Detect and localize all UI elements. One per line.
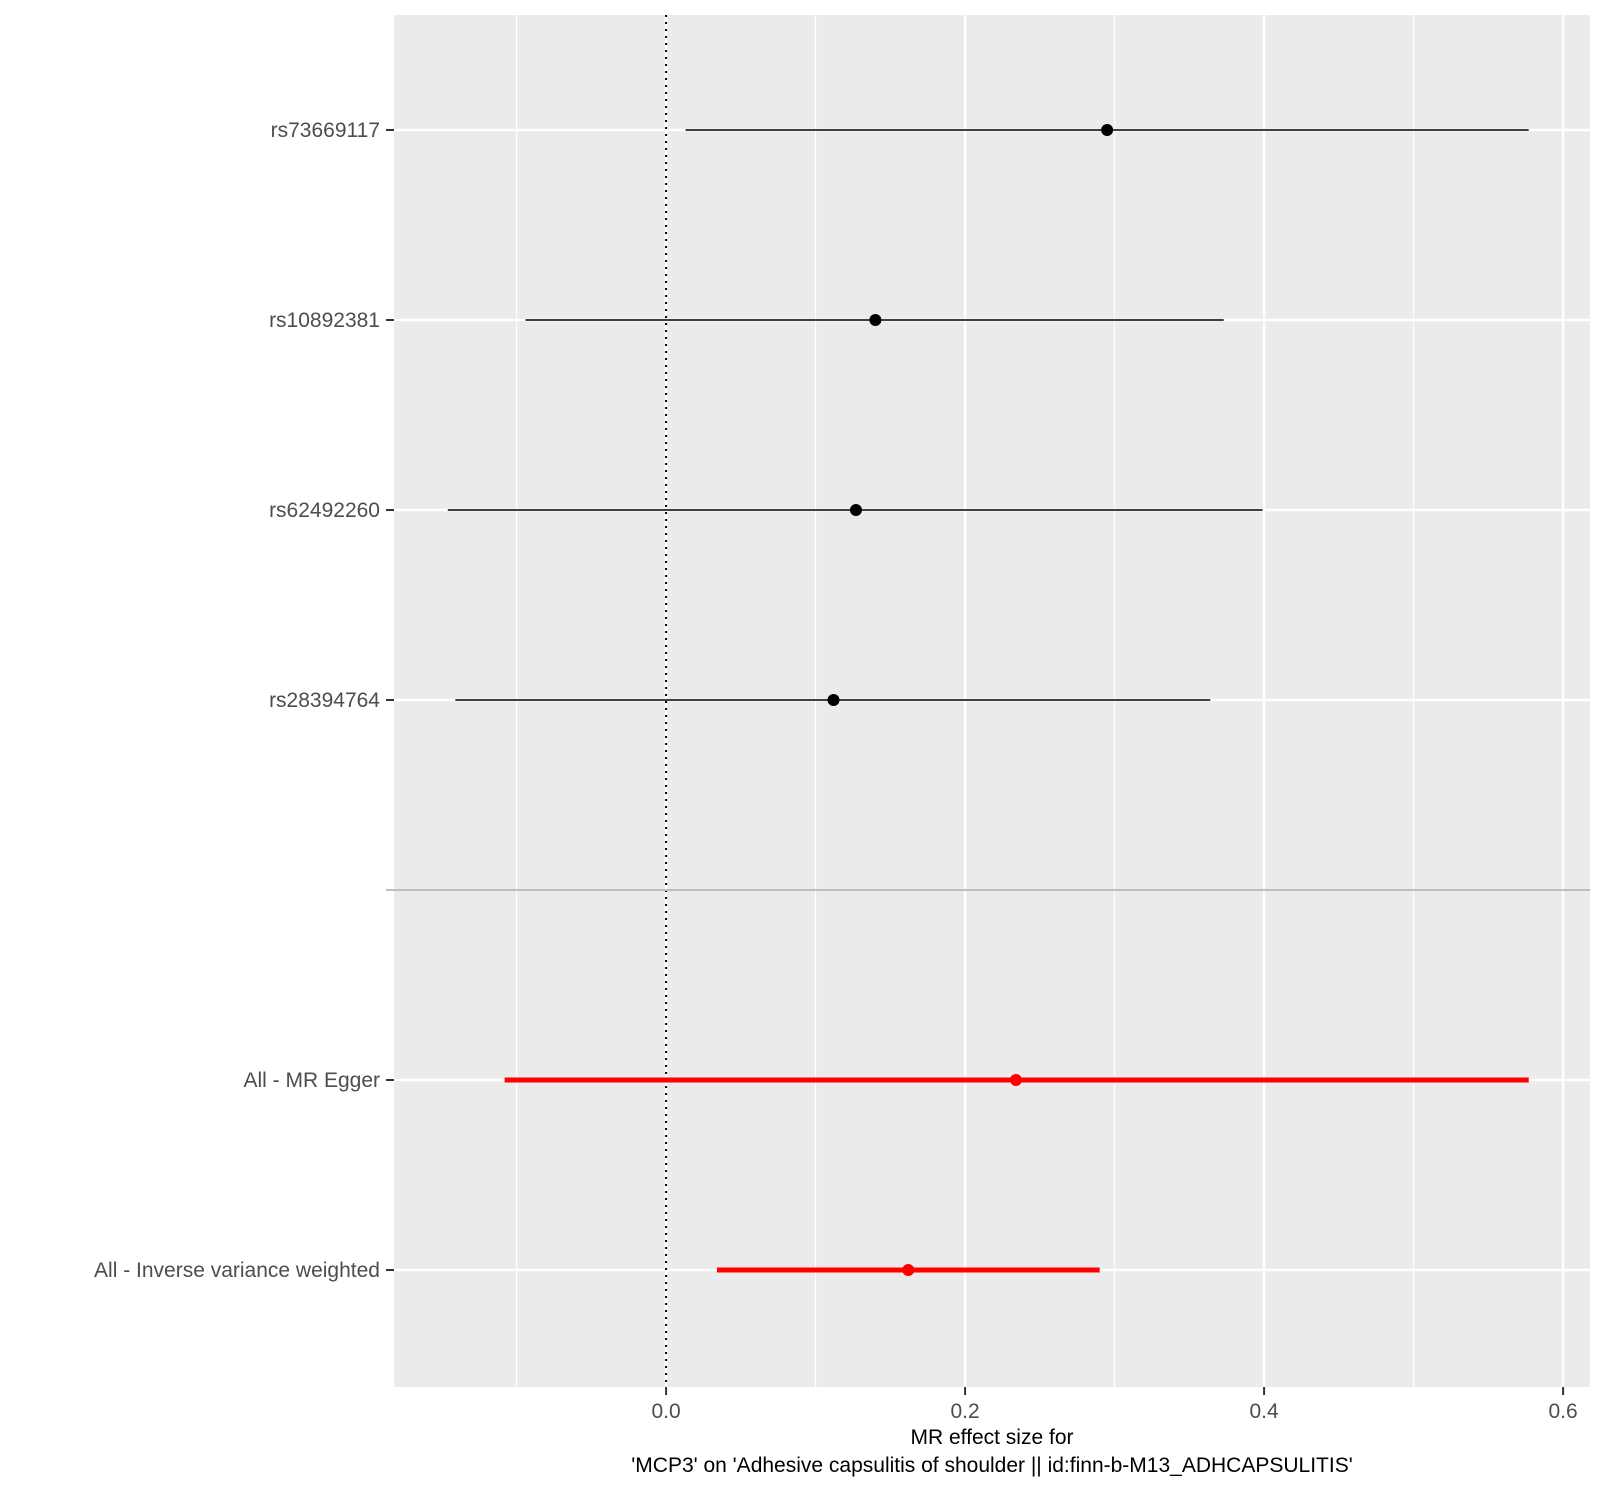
estimate-point xyxy=(869,314,882,326)
x-tick-label: 0.4 xyxy=(1249,1400,1279,1423)
x-tick-label: 0.2 xyxy=(950,1400,979,1423)
y-tick-label: rs73669117 xyxy=(271,119,380,142)
y-axis-labels: rs73669117 rs10892381 rs62492260 rs28394764… xyxy=(94,119,394,1282)
x-axis-title-line2: 'MCP3' on 'Adhesive capsulitis of should… xyxy=(631,1454,1352,1477)
y-tick-label: rs62492260 xyxy=(269,499,380,522)
estimate-point xyxy=(827,694,840,706)
x-tick-label: 0.0 xyxy=(651,1400,680,1423)
estimate-point xyxy=(902,1264,915,1276)
estimate-point xyxy=(1101,124,1114,136)
x-axis-labels: 0.0 0.2 0.4 0.6 xyxy=(651,1387,1578,1423)
estimate-point xyxy=(1009,1074,1022,1086)
x-axis-title-line1: MR effect size for xyxy=(911,1426,1074,1449)
x-tick-label: 0.6 xyxy=(1548,1400,1577,1423)
chart-marks xyxy=(447,124,1529,1276)
y-tick-label: All - MR Egger xyxy=(243,1069,380,1092)
estimate-point xyxy=(849,504,862,516)
y-tick-label: rs10892381 xyxy=(269,309,380,332)
y-tick-label: All - Inverse variance weighted xyxy=(94,1259,380,1282)
y-tick-label: rs28394764 xyxy=(269,689,380,712)
